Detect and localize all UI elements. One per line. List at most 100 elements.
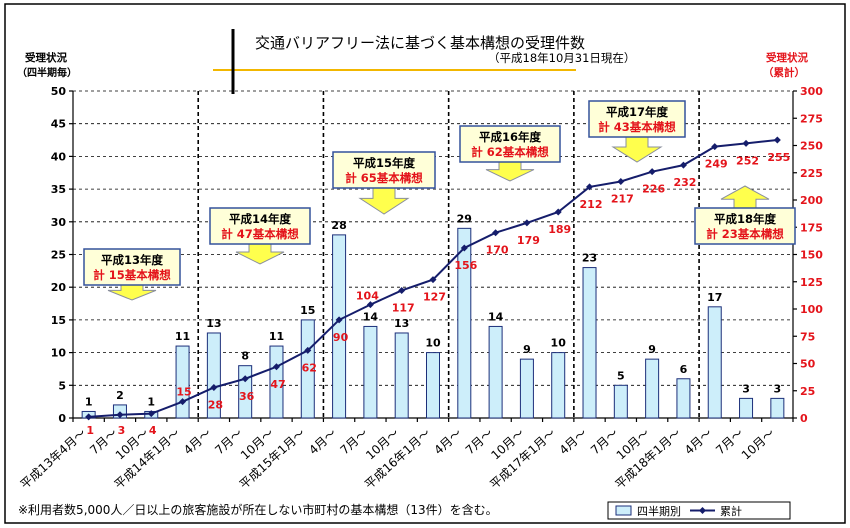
arrow-down-icon [358,187,410,215]
right-axis-title-line2: （累計） [763,66,805,79]
left-axis-tick-label: 50 [51,85,67,98]
quarterly-bar [206,332,221,419]
quarterly-bar-value: 5 [617,369,625,382]
cumulative-point [523,219,531,227]
cumulative-value: 4 [149,424,157,437]
cumulative-point [711,143,719,151]
cumulative-value: 1 [86,424,94,437]
callout-year-label: 平成15年度 [353,156,416,170]
quarterly-bar-value: 9 [648,343,656,356]
legend-label-cumulative: 累計 [720,504,742,518]
cumulative-point [586,183,594,191]
left-axis-tick-label: 40 [51,150,67,163]
cumulative-value: 255 [767,151,790,164]
quarterly-bar [426,352,440,419]
right-axis-tick-label: 75 [800,330,815,343]
cumulative-value: 127 [423,291,446,304]
cumulative-point [335,316,343,324]
callout-total-label: 計 15基本構想 [93,268,171,282]
legend-line-marker [699,507,706,514]
quarterly-bar [613,384,628,419]
quarterly-bar [645,358,660,419]
quarterly-bar [582,267,597,419]
quarterly-bar [394,332,409,419]
chart-subtitle: （平成18年10月31日現在） [488,51,635,65]
callout-box [209,207,311,245]
right-axis-tick-label: 25 [800,385,815,398]
callout-box [459,125,561,163]
cumulative-value: 232 [673,176,696,189]
quarterly-bar-value: 29 [457,212,472,225]
quarterly-bar-value: 9 [523,343,531,356]
left-axis-tick-label: 35 [51,183,66,196]
cumulative-value: 15 [176,386,191,399]
quarterly-bar-value: 13 [206,317,221,330]
cumulative-point [648,168,656,176]
right-axis-tick-label: 250 [800,140,823,153]
cumulative-point [617,177,625,185]
right-axis-tick-label: 50 [800,358,816,371]
cumulative-point [179,398,187,406]
cumulative-point [241,375,249,383]
left-axis-title-line2: （四半期毎） [17,66,77,79]
cumulative-value: 3 [118,424,126,437]
cumulative-point [210,383,218,391]
quarterly-bar [457,227,472,419]
cumulative-value: 28 [208,398,223,411]
right-axis-tick-label: 200 [800,194,823,207]
left-axis-tick-label: 10 [51,347,67,360]
callout-year-label: 平成17年度 [606,105,669,119]
quarterly-bar-value: 28 [331,219,346,232]
callout-total-label: 計 62基本構想 [471,145,549,159]
left-axis-tick-label: 45 [51,118,66,131]
quarterly-bar-value: 10 [425,337,441,350]
callout-year-label: 平成13年度 [101,253,164,267]
callout-box [588,100,686,138]
quarterly-bar [363,325,378,419]
cumulative-value: 90 [333,331,349,344]
cumulative-point [398,286,406,294]
cumulative-value: 226 [642,183,665,196]
cumulative-value: 189 [548,223,571,236]
right-axis-tick-label: 275 [800,112,823,125]
cumulative-value: 212 [580,198,603,211]
quarterly-bar [551,352,566,419]
quarterly-bar [707,306,722,419]
left-axis-tick-label: 30 [51,216,67,229]
left-axis-tick-label: 5 [58,379,66,392]
quarterly-bar [676,378,691,419]
cumulative-value: 249 [705,158,728,171]
chart-title: 交通バリアフリー法に基づく基本構想の受理件数 [255,34,585,52]
cumulative-point [460,244,468,252]
callout-year-label: 平成14年度 [229,212,292,226]
callout-total-label: 計 47基本構想 [221,227,299,241]
quarterly-bar-value: 14 [363,310,379,323]
right-axis-tick-label: 0 [800,412,808,425]
right-axis-tick-label: 150 [800,249,823,262]
cumulative-point [554,208,562,216]
cumulative-point [304,346,312,354]
quarterly-bar [300,319,315,419]
quarterly-bar-value: 13 [394,317,409,330]
left-axis-ticks: 0 5 10 15 20 25 30 35 40 45 50 [51,85,73,425]
callout-total-label: 計 23基本構想 [706,227,784,241]
cumulative-series [85,136,781,421]
right-axis-tick-label: 225 [800,167,823,180]
left-axis-title-line1: 受理状況 [25,51,67,64]
cumulative-value: 156 [454,259,477,272]
quarterly-bar-value: 11 [175,330,190,343]
right-axis-tick-label: 300 [800,85,823,98]
quarterly-bar-value: 2 [116,389,124,402]
cumulative-value: 170 [486,244,509,257]
left-axis-tick-label: 25 [51,249,66,262]
callout-box [694,207,796,245]
quarterly-bar [488,325,503,419]
arrow-down-icon [235,243,285,265]
quarterly-bar [519,358,534,419]
cumulative-point [679,161,687,169]
legend-bar-swatch [615,505,632,516]
